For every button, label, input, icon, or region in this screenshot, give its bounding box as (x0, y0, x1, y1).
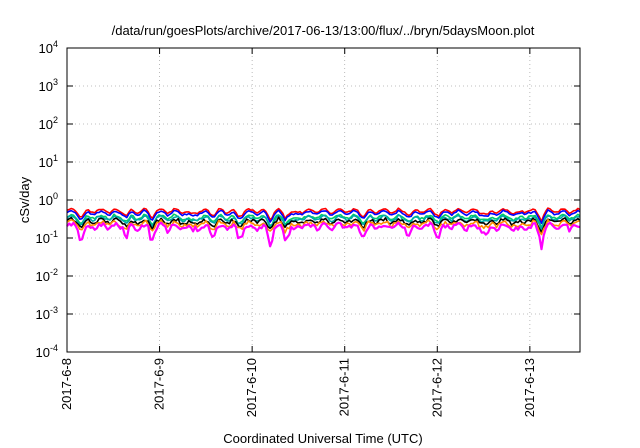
x-tick-label: 2017-6-12 (429, 358, 444, 417)
y-tick-label: 10-1 (36, 229, 58, 246)
y-tick-label: 100 (39, 191, 58, 208)
series-group (66, 207, 581, 251)
x-tick-label: 2017-6-13 (522, 358, 537, 417)
y-tick-label: 10-2 (36, 267, 58, 284)
y-tick-label: 10-3 (36, 305, 58, 322)
series-line (66, 214, 581, 231)
y-tick-label: 103 (39, 77, 58, 94)
chart-title: /data/run/goesPlots/archive/2017-06-13/1… (112, 23, 535, 38)
x-tick-label: 2017-6-11 (337, 358, 352, 416)
y-tick-label: 101 (39, 153, 58, 170)
x-axis-label: Coordinated Universal Time (UTC) (223, 431, 422, 446)
series-line (66, 209, 581, 225)
grid (66, 48, 580, 352)
x-tick-label: 2017-6-10 (244, 358, 259, 417)
x-tick-label: 2017-6-9 (152, 358, 167, 410)
series-line (66, 216, 581, 234)
series-line (66, 207, 581, 223)
series-line (66, 218, 581, 236)
x-tick-label: 2017-6-8 (59, 358, 74, 410)
y-tick-label: 10-4 (36, 343, 58, 360)
y-tick-label: 102 (39, 115, 58, 132)
series-line (66, 221, 581, 251)
y-tick-label: 104 (39, 39, 58, 56)
y-axis-label: cSv/day (17, 176, 32, 223)
x-ticks: 2017-6-8 2017-6-9 2017-6-10 2017-6-11 2017-6… (59, 48, 537, 417)
y-ticks: 104 103 102 101 100 10-1 10-2 10-3 10-4 (36, 39, 580, 360)
